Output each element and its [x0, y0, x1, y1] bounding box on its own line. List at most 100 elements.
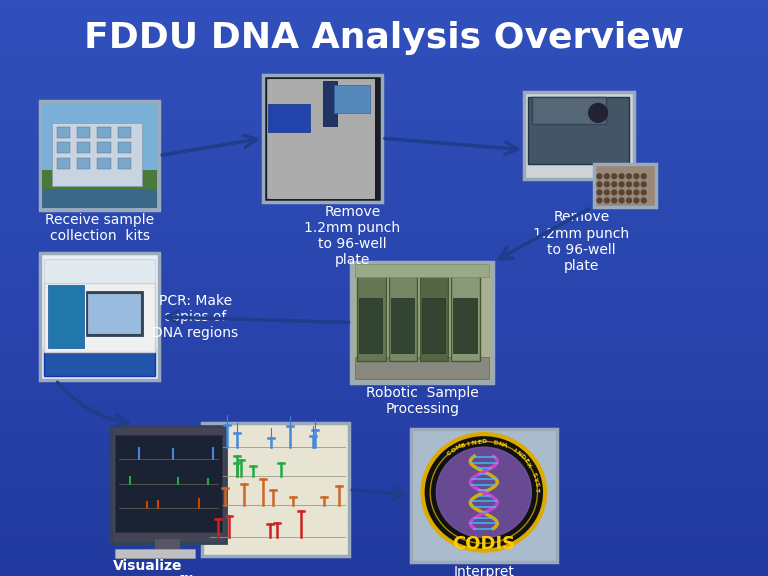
- Bar: [352, 262, 493, 383]
- Circle shape: [597, 190, 602, 195]
- Circle shape: [619, 190, 624, 195]
- Bar: [528, 97, 629, 164]
- Bar: [98, 127, 111, 138]
- Text: Remove
1.2mm punch
to 96-well
plate: Remove 1.2mm punch to 96-well plate: [533, 210, 630, 273]
- Bar: [118, 142, 131, 153]
- Bar: [57, 127, 70, 138]
- Bar: [144, 550, 194, 556]
- Bar: [118, 158, 131, 169]
- Bar: [452, 267, 480, 361]
- Bar: [269, 79, 374, 198]
- Text: B: B: [460, 442, 467, 449]
- Circle shape: [634, 190, 639, 195]
- Bar: [267, 79, 374, 198]
- Bar: [78, 142, 91, 153]
- Bar: [334, 85, 370, 113]
- Bar: [41, 253, 160, 380]
- Text: CODIS: CODIS: [452, 535, 515, 554]
- Circle shape: [612, 190, 617, 195]
- Bar: [57, 158, 70, 169]
- Text: O: O: [451, 447, 458, 454]
- Bar: [524, 92, 634, 179]
- Bar: [45, 283, 155, 353]
- Circle shape: [612, 182, 617, 187]
- Text: S: S: [534, 482, 539, 487]
- Bar: [115, 550, 195, 559]
- Bar: [78, 158, 91, 169]
- Text: Visualize
DNA profiles: Visualize DNA profiles: [114, 559, 211, 576]
- Bar: [389, 267, 417, 361]
- Circle shape: [634, 174, 639, 179]
- Circle shape: [612, 174, 617, 179]
- Text: N: N: [497, 441, 503, 447]
- Bar: [42, 103, 157, 172]
- Bar: [42, 188, 157, 209]
- Circle shape: [634, 182, 639, 187]
- Bar: [98, 142, 111, 153]
- Circle shape: [588, 104, 607, 122]
- Text: N: N: [471, 439, 477, 446]
- Bar: [532, 97, 606, 124]
- Circle shape: [641, 182, 646, 187]
- Bar: [268, 104, 310, 132]
- Text: X: X: [525, 462, 532, 469]
- Circle shape: [627, 174, 631, 179]
- Circle shape: [604, 174, 609, 179]
- Text: Interpret
DNA profile for
upload: Interpret DNA profile for upload: [432, 564, 535, 576]
- Text: FDDU DNA Analysis Overview: FDDU DNA Analysis Overview: [84, 21, 684, 55]
- Text: S: S: [531, 471, 537, 478]
- Bar: [111, 426, 226, 543]
- Bar: [85, 291, 143, 336]
- Circle shape: [604, 182, 609, 187]
- Bar: [42, 170, 157, 209]
- Circle shape: [641, 174, 646, 179]
- Circle shape: [641, 198, 646, 203]
- Text: Remove
1.2mm punch
to 96-well
plate: Remove 1.2mm punch to 96-well plate: [304, 204, 401, 267]
- Bar: [118, 127, 131, 138]
- Circle shape: [627, 198, 631, 203]
- Bar: [453, 298, 477, 353]
- Text: T: T: [535, 487, 540, 491]
- Bar: [57, 142, 70, 153]
- Bar: [356, 357, 489, 379]
- Text: M: M: [455, 444, 462, 452]
- Circle shape: [597, 174, 602, 179]
- Bar: [202, 423, 349, 556]
- Bar: [263, 75, 382, 202]
- Bar: [422, 298, 445, 353]
- Text: N: N: [515, 450, 522, 457]
- Bar: [391, 298, 414, 353]
- Bar: [88, 294, 141, 334]
- Circle shape: [627, 182, 631, 187]
- Bar: [411, 429, 557, 562]
- Text: D: D: [482, 439, 487, 444]
- Text: I: I: [467, 441, 470, 446]
- Bar: [356, 264, 489, 276]
- Circle shape: [641, 190, 646, 195]
- Bar: [45, 348, 155, 376]
- Circle shape: [619, 198, 624, 203]
- Text: E: E: [477, 439, 482, 445]
- Text: Receive sample
collection  kits: Receive sample collection kits: [45, 213, 154, 244]
- Ellipse shape: [422, 434, 545, 551]
- Bar: [78, 127, 91, 138]
- Text: Robotic  Sample
Processing: Robotic Sample Processing: [366, 386, 478, 416]
- Text: Y: Y: [532, 476, 538, 482]
- Circle shape: [619, 174, 624, 179]
- Bar: [359, 298, 382, 353]
- Circle shape: [612, 198, 617, 203]
- Ellipse shape: [436, 447, 531, 537]
- Text: A: A: [502, 442, 508, 449]
- Bar: [52, 123, 141, 186]
- Bar: [45, 259, 155, 283]
- Circle shape: [597, 182, 602, 187]
- Text: C: C: [446, 450, 453, 457]
- Circle shape: [604, 190, 609, 195]
- Bar: [420, 267, 449, 361]
- Text: I: I: [512, 448, 517, 453]
- Circle shape: [627, 190, 631, 195]
- Circle shape: [604, 198, 609, 203]
- Bar: [323, 81, 337, 126]
- Bar: [594, 164, 656, 207]
- Circle shape: [634, 198, 639, 203]
